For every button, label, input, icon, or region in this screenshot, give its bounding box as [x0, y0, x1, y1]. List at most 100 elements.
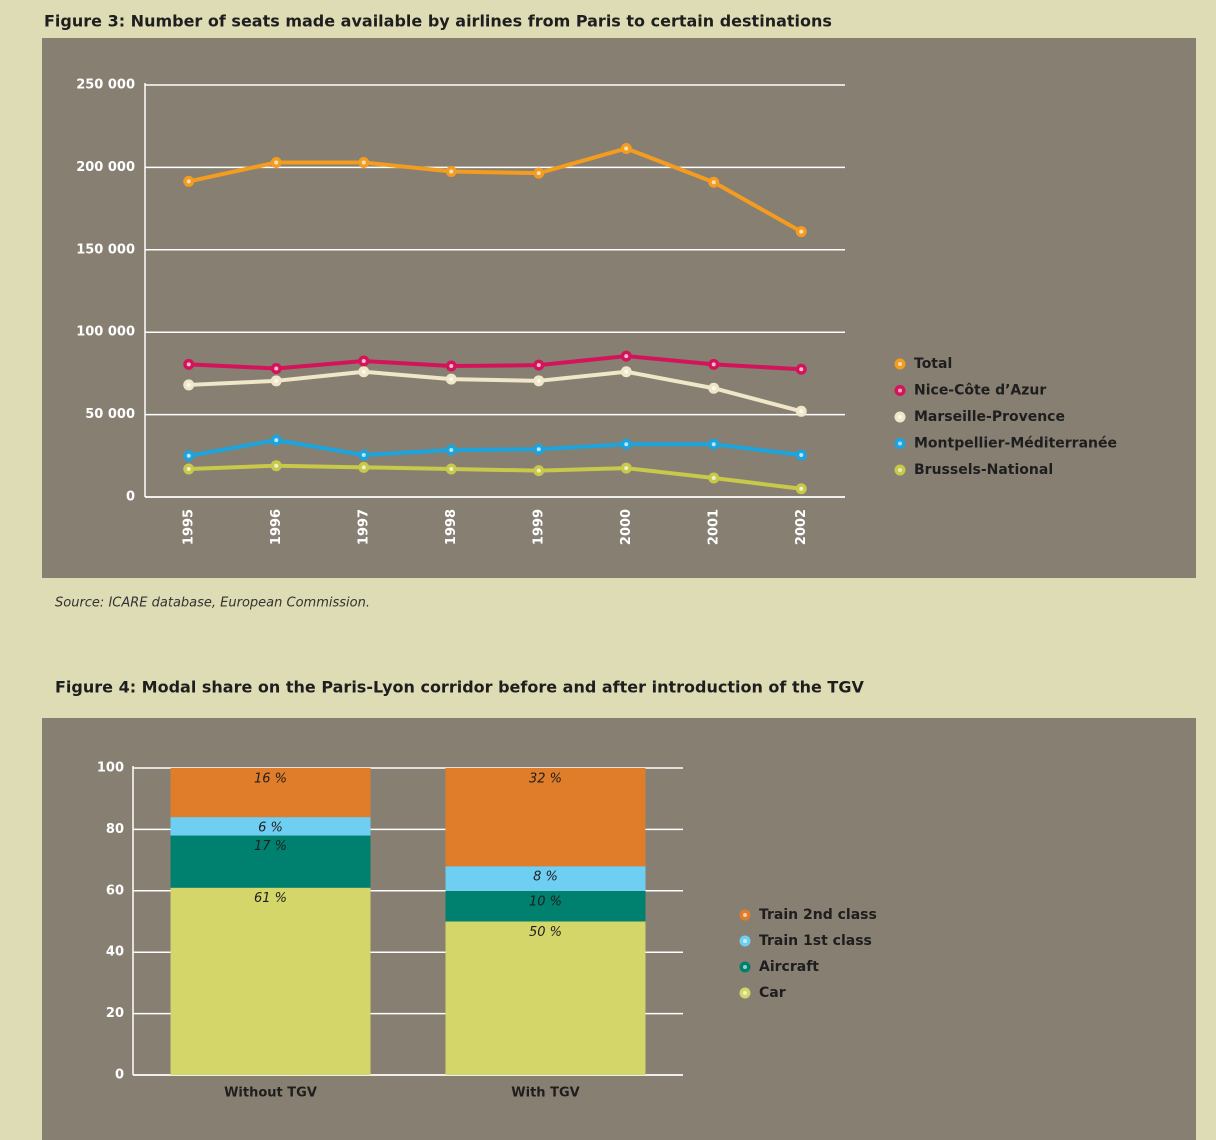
point-center: [449, 363, 454, 368]
point-center: [799, 367, 804, 372]
x-tick-label: Without TGV: [224, 1086, 317, 1101]
point-center: [361, 160, 366, 165]
y-tick-label: 40: [106, 945, 124, 960]
point-center: [711, 386, 716, 391]
legend-marker-center: [743, 965, 747, 969]
point-center: [799, 486, 804, 491]
point-center: [536, 171, 541, 176]
value-label: 10 %: [529, 894, 562, 909]
y-tick-label: 0: [126, 490, 135, 505]
legend-label: Nice-Côte d’Azur: [914, 383, 1046, 399]
bar-segment: [170, 887, 371, 1075]
x-tick-label: 1997: [356, 509, 371, 545]
point-center: [449, 448, 454, 453]
series-line: [188, 438, 802, 458]
x-tick-label: 1995: [181, 509, 196, 545]
point-center: [186, 362, 191, 367]
x-tick-label: 1999: [531, 509, 546, 545]
value-label: 61 %: [254, 891, 287, 906]
point-center: [624, 369, 629, 374]
bar-segment: [445, 890, 646, 922]
point-center: [536, 378, 541, 383]
y-tick-label: 150 000: [76, 242, 135, 257]
y-tick-label: 100: [97, 761, 124, 776]
point-center: [274, 438, 279, 443]
point-center: [361, 452, 366, 457]
series-line: [188, 146, 803, 234]
point-center: [711, 180, 716, 185]
legend-label: Brussels-National: [914, 462, 1053, 478]
point-center: [536, 363, 541, 368]
x-tick-label: With TGV: [511, 1086, 579, 1101]
x-tick-label: 2002: [794, 509, 809, 545]
legend-label: Montpellier-Méditerranée: [914, 436, 1117, 452]
point-center: [711, 476, 716, 481]
y-tick-label: 50 000: [85, 407, 135, 422]
value-label: 50 %: [529, 925, 562, 940]
legend-marker-center: [743, 939, 747, 943]
point-center: [799, 452, 804, 457]
point-center: [274, 160, 279, 165]
point-center: [449, 169, 454, 174]
bar-segment: [445, 866, 646, 891]
x-tick-label: 1998: [444, 509, 459, 545]
point-center: [361, 369, 366, 374]
series-line: [188, 369, 802, 414]
value-label: 16 %: [254, 772, 287, 787]
point-center: [711, 442, 716, 447]
legend-marker-center: [898, 362, 902, 366]
legend-marker-center: [743, 991, 747, 995]
legend-marker-center: [898, 415, 902, 419]
point-center: [361, 359, 366, 364]
point-center: [624, 466, 629, 471]
legend-marker-center: [898, 468, 902, 472]
source: Source: ICARE database, European Commiss…: [55, 596, 370, 611]
y-tick-label: 80: [106, 822, 124, 837]
point-center: [449, 377, 454, 382]
point-center: [449, 466, 454, 471]
point-center: [799, 229, 804, 234]
bar-segment: [170, 817, 371, 836]
legend-label: Aircraft: [759, 959, 819, 975]
legend-label: Train 1st class: [759, 933, 872, 949]
value-label: 8 %: [533, 870, 558, 885]
chart-title: Figure 4: Modal share on the Paris-Lyon …: [55, 678, 864, 697]
value-label: 17 %: [254, 839, 287, 854]
legend-label: Total: [914, 356, 952, 372]
panel: [42, 38, 1196, 578]
value-label: 6 %: [258, 821, 283, 836]
y-tick-label: 250 000: [76, 78, 135, 93]
legend-label: Marseille-Provence: [914, 409, 1065, 425]
legend-label: Car: [759, 985, 786, 1001]
legend-marker-center: [898, 388, 902, 393]
y-tick-label: 20: [106, 1006, 124, 1021]
bar-segment: [170, 835, 371, 888]
legend-marker-center: [898, 441, 902, 446]
chart-title: Figure 3: Number of seats made available…: [44, 12, 832, 31]
y-tick-label: 60: [106, 883, 124, 898]
x-tick-label: 2001: [706, 509, 721, 545]
point-center: [624, 146, 629, 151]
point-center: [186, 382, 191, 387]
point-center: [624, 354, 629, 359]
point-center: [711, 362, 716, 367]
point-center: [186, 453, 191, 458]
y-tick-label: 0: [115, 1068, 124, 1083]
point-center: [274, 366, 279, 371]
point-center: [624, 442, 629, 447]
y-tick-label: 200 000: [76, 160, 135, 175]
legend-marker-center: [743, 913, 747, 917]
series-line: [188, 463, 802, 491]
bar-segment: [170, 768, 371, 818]
bar-segment: [445, 768, 646, 867]
x-tick-label: 2000: [619, 509, 634, 545]
point-center: [186, 466, 191, 471]
point-center: [361, 465, 366, 470]
legend-label: Train 2nd class: [759, 907, 877, 923]
point-center: [186, 179, 191, 184]
value-label: 32 %: [529, 772, 562, 787]
bar-segment: [445, 921, 646, 1075]
y-tick-label: 100 000: [76, 325, 135, 340]
series-line: [188, 354, 802, 372]
